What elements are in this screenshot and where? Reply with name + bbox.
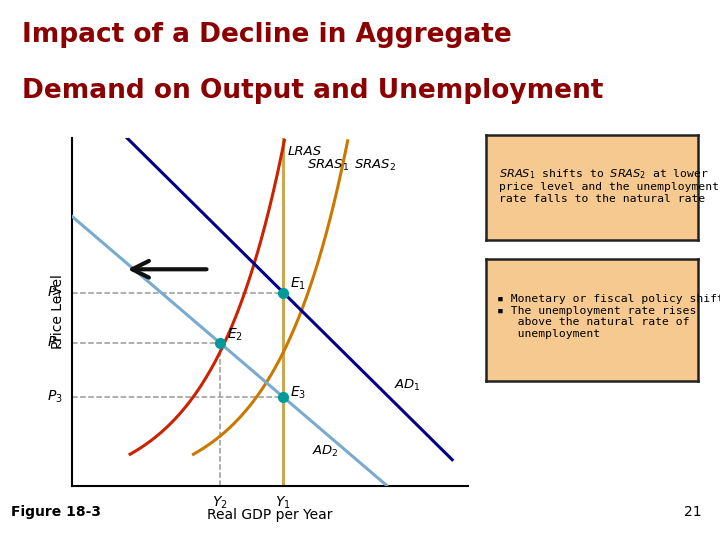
Text: $Y_2$: $Y_2$ — [212, 495, 228, 511]
Text: $SRAS_1$ shifts to $SRAS_2$ at lower
price level and the unemployment
rate falls: $SRAS_1$ shifts to $SRAS_2$ at lower pri… — [499, 167, 719, 204]
Text: $P_2$: $P_2$ — [47, 335, 63, 351]
X-axis label: Real GDP per Year: Real GDP per Year — [207, 508, 333, 522]
Text: $P_1$: $P_1$ — [47, 284, 63, 301]
Text: LRAS: LRAS — [287, 145, 322, 158]
Text: $E_2$: $E_2$ — [227, 326, 243, 342]
Text: Impact of a Decline in Aggregate: Impact of a Decline in Aggregate — [22, 22, 511, 48]
Text: $AD_2$: $AD_2$ — [312, 444, 339, 459]
Y-axis label: Price Level: Price Level — [51, 274, 65, 349]
Text: $P_3$: $P_3$ — [47, 389, 63, 405]
Text: 21: 21 — [685, 505, 702, 519]
Text: $SRAS_2$: $SRAS_2$ — [354, 158, 397, 173]
Text: $AD_1$: $AD_1$ — [394, 378, 421, 393]
Text: $SRAS_1$: $SRAS_1$ — [307, 158, 349, 173]
Text: Demand on Output and Unemployment: Demand on Output and Unemployment — [22, 78, 603, 104]
Text: $Y_1$: $Y_1$ — [275, 495, 291, 511]
Text: $E_3$: $E_3$ — [290, 384, 306, 401]
Text: Figure 18-3: Figure 18-3 — [11, 505, 101, 519]
Text: ▪ Monetary or fiscal policy shifts AD
▪ The unemployment rate rises
   above the: ▪ Monetary or fiscal policy shifts AD ▪ … — [497, 294, 720, 339]
Text: $E_1$: $E_1$ — [290, 276, 306, 292]
